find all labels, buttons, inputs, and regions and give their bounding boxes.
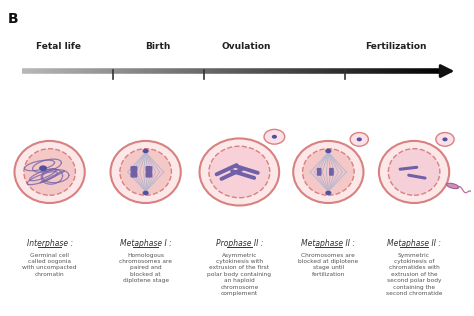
Circle shape [326,191,331,194]
Ellipse shape [209,146,270,198]
Text: Asymmetric
cytokinesis with
extrusion of the first
polar body containing
an hapl: Asymmetric cytokinesis with extrusion of… [207,253,271,296]
Ellipse shape [264,129,285,144]
Text: Fetal life: Fetal life [36,42,82,51]
Text: Germinal cell
called oogonia
with uncompacted
chromatin: Germinal cell called oogonia with uncomp… [22,253,77,277]
Text: Symmetric
cytokinesis of
chromatides with
extrusion of the
second polar body
con: Symmetric cytokinesis of chromatides wit… [386,253,442,296]
FancyBboxPatch shape [318,172,321,175]
Text: Metaphase II :: Metaphase II : [387,239,441,248]
Ellipse shape [110,141,181,203]
Circle shape [443,138,447,141]
Text: Interphase :: Interphase : [27,239,73,248]
Circle shape [40,166,46,170]
Ellipse shape [447,183,459,189]
Text: Metaphase II :: Metaphase II : [301,239,356,248]
Ellipse shape [293,141,364,203]
FancyBboxPatch shape [318,168,321,172]
Text: Chromosomes are
blocked at diplotene
stage until
fertilization: Chromosomes are blocked at diplotene sta… [298,253,358,277]
FancyBboxPatch shape [330,172,333,175]
Circle shape [273,136,276,138]
Text: B: B [8,12,18,26]
Text: Ovulation: Ovulation [222,42,271,51]
Ellipse shape [120,149,172,195]
Ellipse shape [436,132,454,146]
Text: Prophase II :: Prophase II : [216,239,263,248]
Ellipse shape [379,141,449,203]
Circle shape [357,138,361,141]
FancyBboxPatch shape [146,167,152,171]
FancyBboxPatch shape [146,172,152,177]
Ellipse shape [388,149,440,195]
Ellipse shape [24,149,75,195]
FancyBboxPatch shape [131,167,137,171]
Ellipse shape [350,132,368,146]
Text: Metaphase I :: Metaphase I : [120,239,172,248]
Circle shape [143,149,148,153]
Text: Fertilization: Fertilization [365,42,427,51]
Text: Homologous
chromosomes are
paired and
blocked at
diplotene stage: Homologous chromosomes are paired and bl… [119,253,172,283]
FancyBboxPatch shape [131,172,137,177]
FancyBboxPatch shape [330,168,333,172]
Ellipse shape [200,138,279,205]
Text: Birth: Birth [145,42,170,51]
Circle shape [143,191,148,194]
Ellipse shape [15,141,85,203]
Circle shape [326,149,331,153]
Ellipse shape [302,149,354,195]
